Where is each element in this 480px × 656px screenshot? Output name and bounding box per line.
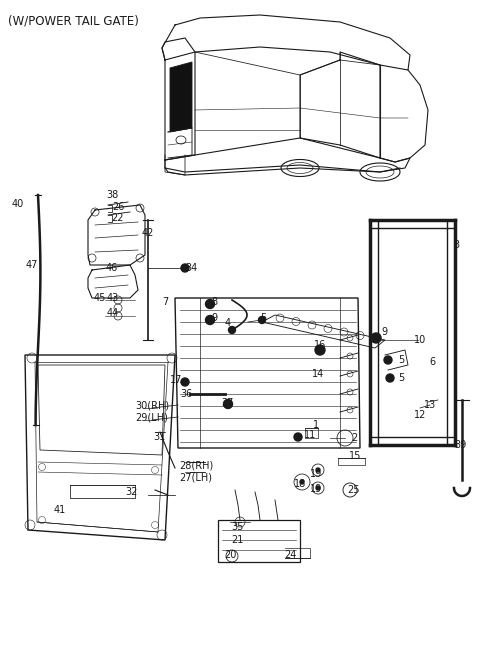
Text: 42: 42 — [142, 228, 154, 238]
Text: 11: 11 — [304, 430, 316, 440]
Text: 3: 3 — [453, 240, 459, 250]
Text: 22: 22 — [112, 213, 124, 223]
Text: 14: 14 — [312, 369, 324, 379]
Text: 28(RH): 28(RH) — [179, 461, 213, 471]
Text: 32: 32 — [126, 487, 138, 497]
Circle shape — [384, 356, 392, 364]
Text: 38: 38 — [106, 190, 118, 200]
Text: 6: 6 — [429, 357, 435, 367]
Text: 21: 21 — [231, 535, 243, 545]
Text: 1: 1 — [313, 420, 319, 430]
Text: 29(LH): 29(LH) — [135, 413, 168, 423]
Text: 31: 31 — [153, 432, 165, 442]
Text: 45: 45 — [94, 293, 106, 303]
Text: 19: 19 — [310, 484, 322, 494]
Text: 30(RH): 30(RH) — [135, 401, 169, 411]
Text: 4: 4 — [225, 318, 231, 328]
Text: 35: 35 — [231, 522, 243, 532]
Circle shape — [300, 480, 304, 484]
Text: 47: 47 — [26, 260, 38, 270]
Text: (W/POWER TAIL GATE): (W/POWER TAIL GATE) — [8, 14, 139, 27]
Text: 43: 43 — [107, 293, 119, 303]
Text: 5: 5 — [398, 355, 404, 365]
Text: 2: 2 — [351, 433, 357, 443]
Text: 27(LH): 27(LH) — [180, 472, 213, 482]
Circle shape — [181, 264, 189, 272]
Text: 41: 41 — [54, 505, 66, 515]
Text: 39: 39 — [454, 440, 466, 450]
Text: 9: 9 — [211, 313, 217, 323]
Text: 40: 40 — [12, 199, 24, 209]
Text: 5: 5 — [260, 313, 266, 323]
Text: 37: 37 — [222, 398, 234, 408]
Text: 5: 5 — [398, 373, 404, 383]
Polygon shape — [170, 62, 192, 132]
Circle shape — [224, 400, 232, 409]
Text: 18: 18 — [294, 479, 306, 489]
Text: 44: 44 — [107, 308, 119, 318]
Text: 12: 12 — [414, 410, 426, 420]
Text: 7: 7 — [162, 297, 168, 307]
Text: 8: 8 — [211, 297, 217, 307]
Text: 10: 10 — [414, 335, 426, 345]
Text: 19: 19 — [310, 469, 322, 479]
Circle shape — [386, 374, 394, 382]
Circle shape — [371, 333, 381, 343]
Text: 24: 24 — [284, 550, 296, 560]
Circle shape — [316, 468, 320, 472]
Text: 9: 9 — [381, 327, 387, 337]
Text: 17: 17 — [170, 375, 182, 385]
Circle shape — [228, 327, 236, 333]
Circle shape — [316, 486, 320, 490]
Text: 46: 46 — [106, 263, 118, 273]
Text: 15: 15 — [349, 451, 361, 461]
Circle shape — [205, 316, 215, 325]
Text: 13: 13 — [424, 400, 436, 410]
Text: 16: 16 — [314, 340, 326, 350]
Text: 25: 25 — [347, 485, 359, 495]
Text: 20: 20 — [224, 550, 236, 560]
Text: 26: 26 — [112, 202, 124, 212]
Circle shape — [294, 433, 302, 441]
Circle shape — [181, 378, 189, 386]
Circle shape — [259, 316, 265, 323]
Circle shape — [315, 345, 325, 355]
Circle shape — [205, 300, 215, 308]
Text: 34: 34 — [185, 263, 197, 273]
Text: 36: 36 — [180, 389, 192, 399]
